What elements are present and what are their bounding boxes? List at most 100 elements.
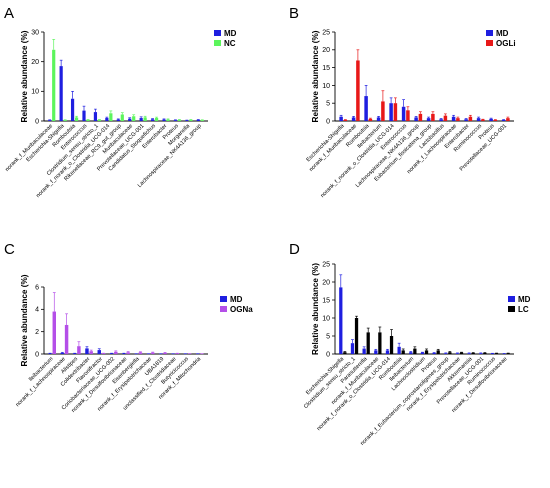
y-tick-label-b-4: 20 bbox=[322, 47, 330, 54]
legend-label-d-lc: LC bbox=[518, 305, 529, 314]
bar-a-nc-1 bbox=[63, 120, 67, 121]
y-tick-label-d-5: 25 bbox=[322, 261, 330, 268]
bar-d-md-4 bbox=[385, 350, 390, 354]
bar-b-md-10 bbox=[464, 119, 468, 121]
bar-a-md-6 bbox=[116, 119, 120, 121]
bar-c-ogna-5 bbox=[114, 351, 118, 354]
bar-d-md-13 bbox=[490, 353, 495, 354]
bar-a-md-13 bbox=[196, 119, 200, 121]
bar-a-nc-7 bbox=[132, 116, 136, 121]
bar-c-ogna-3 bbox=[89, 351, 93, 354]
bar-b-ogli-7 bbox=[431, 113, 435, 121]
bar-b-md-4 bbox=[389, 103, 393, 121]
bar-a-md-11 bbox=[173, 120, 178, 121]
bar-a-md-9 bbox=[150, 119, 155, 121]
bar-b-md-13 bbox=[501, 119, 506, 121]
bar-b-md-11 bbox=[476, 118, 481, 121]
bar-d-lc-10 bbox=[459, 352, 464, 354]
bar-b-ogli-9 bbox=[456, 118, 460, 121]
bar-c-md-0 bbox=[48, 353, 52, 354]
bar-b-md-12 bbox=[489, 118, 493, 121]
y-tick-label-d-3: 15 bbox=[322, 297, 330, 304]
bar-a-nc-13 bbox=[200, 120, 204, 121]
bar-c-ogna-0 bbox=[52, 311, 56, 354]
panel-letter-a: A bbox=[4, 5, 14, 22]
y-tick-label-a-2: 20 bbox=[31, 59, 39, 66]
bar-a-md-10 bbox=[162, 119, 166, 121]
bar-a-md-3 bbox=[82, 110, 86, 121]
category-label-a-0: norank_f_Muribaculaceae bbox=[4, 123, 54, 173]
y-tick-label-b-1: 5 bbox=[326, 101, 330, 108]
y-tick-label-d-2: 10 bbox=[322, 315, 330, 322]
legend-label-d-md: MD bbox=[518, 295, 531, 304]
bar-c-md-3 bbox=[85, 348, 89, 354]
y-tick-label-c-0: 0 bbox=[35, 351, 39, 358]
bar-a-md-0 bbox=[48, 120, 52, 121]
y-tick-label-d-1: 5 bbox=[326, 333, 330, 340]
y-tick-label-b-5: 25 bbox=[322, 29, 330, 36]
legend-label-c-ogna: OGNa bbox=[230, 305, 253, 314]
legend-swatch-a-nc bbox=[214, 40, 221, 46]
y-tick-label-a-3: 30 bbox=[31, 29, 39, 36]
bar-d-md-7 bbox=[420, 352, 425, 354]
bar-a-md-2 bbox=[70, 98, 75, 121]
bar-b-ogli-2 bbox=[368, 118, 373, 121]
bar-a-md-1 bbox=[59, 66, 63, 121]
bar-c-ogna-1 bbox=[64, 324, 69, 354]
bar-a-nc-5 bbox=[109, 113, 113, 121]
bar-c-md-1 bbox=[60, 352, 65, 354]
bar-d-lc-12 bbox=[483, 352, 487, 354]
y-tick-label-a-1: 10 bbox=[31, 89, 39, 96]
bar-d-lc-14 bbox=[506, 353, 510, 354]
bar-b-ogli-8 bbox=[443, 115, 448, 121]
bar-a-nc-4 bbox=[97, 119, 102, 121]
bar-c-ogna-4 bbox=[101, 353, 106, 354]
bar-d-md-10 bbox=[455, 353, 460, 354]
bar-a-md-12 bbox=[185, 120, 189, 121]
bar-a-nc-10 bbox=[166, 119, 170, 121]
bar-b-md-0 bbox=[339, 116, 343, 121]
bar-a-md-4 bbox=[93, 112, 98, 121]
legend-swatch-c-md bbox=[220, 296, 227, 302]
bar-b-ogli-13 bbox=[506, 118, 510, 121]
bar-a-nc-11 bbox=[177, 119, 182, 121]
bar-a-nc-12 bbox=[189, 119, 193, 121]
bar-a-nc-8 bbox=[143, 117, 147, 121]
bar-b-ogli-3 bbox=[381, 101, 385, 121]
bar-b-md-3 bbox=[376, 117, 381, 121]
bar-a-nc-3 bbox=[86, 119, 90, 121]
bar-b-ogli-1 bbox=[356, 60, 360, 121]
panel-letter-d: D bbox=[289, 241, 300, 258]
legend-label-a-md: MD bbox=[224, 29, 237, 38]
bar-d-lc-13 bbox=[494, 353, 499, 354]
bar-c-ogna-2 bbox=[77, 346, 81, 354]
bar-d-md-3 bbox=[374, 350, 378, 354]
y-tick-label-b-2: 10 bbox=[322, 83, 330, 90]
bar-d-md-2 bbox=[362, 348, 366, 354]
bar-c-ogna-10 bbox=[175, 353, 180, 354]
bar-c-md-4 bbox=[97, 350, 101, 354]
bar-b-md-5 bbox=[401, 106, 406, 121]
bar-b-md-9 bbox=[451, 116, 456, 121]
bar-b-ogli-4 bbox=[393, 103, 398, 121]
y-tick-label-d-0: 0 bbox=[326, 351, 330, 358]
bar-d-md-5 bbox=[397, 346, 401, 354]
bar-d-md-8 bbox=[432, 352, 436, 354]
bar-b-md-2 bbox=[364, 96, 368, 121]
legend-label-b-ogli: OGLi bbox=[496, 39, 516, 48]
bar-d-lc-4 bbox=[389, 336, 394, 354]
y-axis-title-b: Relative abundance (%) bbox=[311, 30, 320, 122]
bar-b-md-7 bbox=[426, 118, 431, 121]
bar-d-md-1 bbox=[350, 343, 355, 354]
bar-d-lc-8 bbox=[436, 350, 440, 354]
y-tick-label-d-4: 20 bbox=[322, 279, 330, 286]
bar-d-lc-1 bbox=[354, 318, 359, 354]
bar-d-md-0 bbox=[339, 287, 343, 354]
bar-c-md-6 bbox=[122, 353, 126, 354]
bar-c-ogna-8 bbox=[151, 352, 155, 354]
bar-d-md-12 bbox=[479, 353, 483, 354]
legend-swatch-d-lc bbox=[508, 306, 515, 312]
